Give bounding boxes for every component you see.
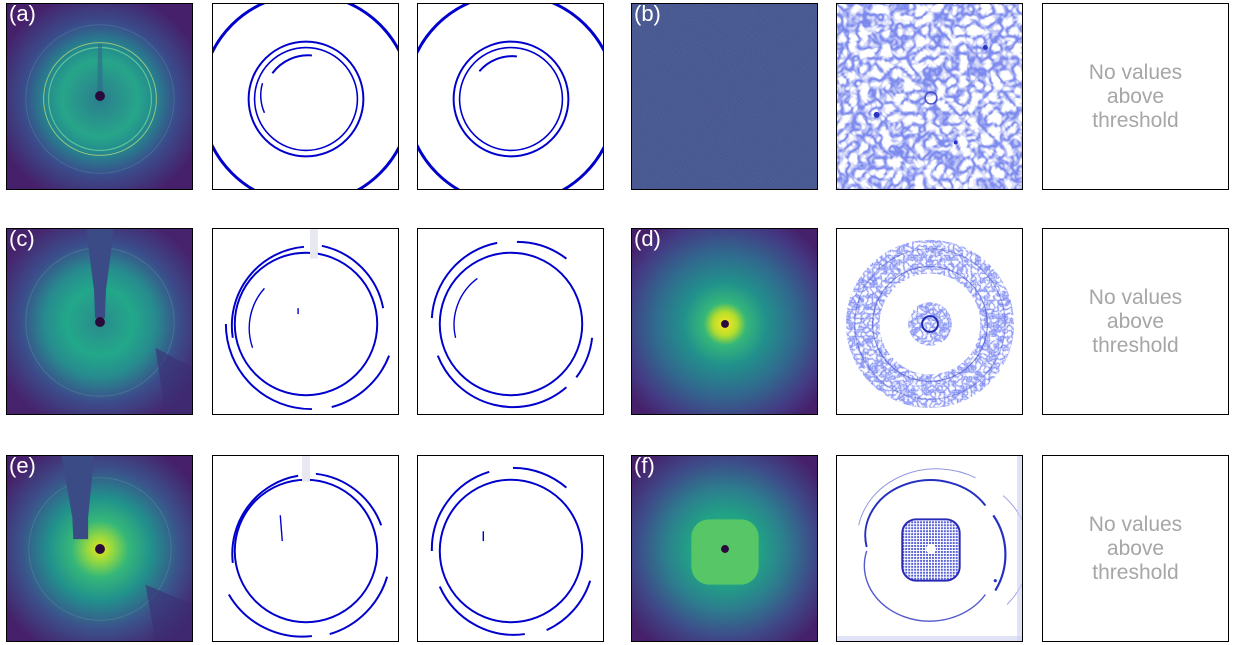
panel-c-ring-mask-1 — [212, 228, 399, 415]
panel-label-f: (f) — [634, 455, 655, 478]
diffraction-image-c — [7, 229, 192, 414]
panel-f-diffraction-image: (f) — [631, 455, 818, 642]
panel-label-d: (d) — [634, 228, 661, 251]
diffraction-image-f — [632, 456, 817, 641]
panel-a-ring-mask-1 — [212, 3, 399, 190]
panel-b-empty: No values above threshold — [1042, 3, 1229, 190]
panel-a-diffraction-image: (a) — [6, 3, 193, 190]
ring-mask-e1 — [227, 456, 389, 638]
panel-b-noise-image: (b) — [631, 3, 818, 190]
diffraction-image-a — [7, 4, 192, 189]
no-values-note-b: No values above threshold — [1088, 60, 1183, 132]
no-values-note-d: No values above threshold — [1088, 285, 1183, 357]
panel-e-diffraction-image: (e) — [6, 455, 193, 642]
panel-e-ring-mask-1 — [212, 455, 399, 642]
panel-f-empty: No values above threshold — [1042, 455, 1229, 642]
panel-d-speckle-mask — [836, 228, 1023, 415]
panel-label-a: (a) — [9, 3, 36, 26]
speckle-mask-d — [837, 229, 1022, 414]
diffraction-image-d — [632, 229, 817, 414]
ring-mask-c2 — [430, 240, 594, 409]
panel-a-ring-mask-2 — [417, 3, 604, 190]
diffraction-image-e — [7, 456, 192, 641]
panel-c-ring-mask-2 — [417, 228, 604, 415]
ring-mask-a2 — [418, 4, 603, 189]
panel-d-diffraction-image: (d) — [631, 228, 818, 415]
ring-mask-c1 — [224, 229, 391, 411]
ring-mask-e2 — [430, 466, 592, 636]
panel-label-c: (c) — [9, 228, 35, 251]
panel-b-speckle-mask — [836, 3, 1023, 190]
panel-label-e: (e) — [9, 455, 36, 478]
panel-e-ring-mask-2 — [417, 455, 604, 642]
panel-d-empty: No values above threshold — [1042, 228, 1229, 415]
panel-c-diffraction-image: (c) — [6, 228, 193, 415]
noise-image-b — [632, 4, 817, 189]
speckle-mask-b — [837, 4, 1022, 189]
speckle-mask-f — [837, 456, 1022, 641]
panel-label-b: (b) — [634, 3, 661, 26]
ring-mask-a1 — [213, 4, 398, 189]
no-values-note-f: No values above threshold — [1088, 512, 1183, 584]
panel-f-speckle-mask — [836, 455, 1023, 642]
